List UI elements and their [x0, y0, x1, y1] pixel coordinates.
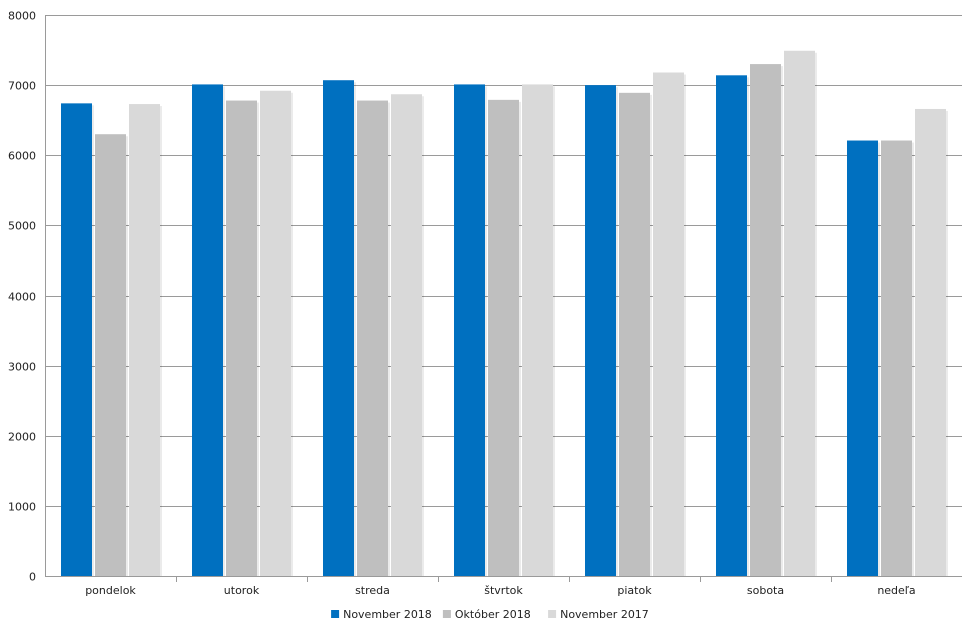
y-tick-label: 5000 — [8, 220, 36, 233]
bar-3-2 — [391, 94, 422, 577]
legend-swatch-3 — [548, 610, 557, 618]
x-tick-label: streda — [355, 584, 390, 597]
bar-1-0 — [61, 103, 92, 577]
y-tick-label: 8000 — [8, 10, 36, 23]
bar-3-5 — [784, 50, 815, 577]
legend: November 2018 Október 2018 November 2017 — [331, 608, 649, 621]
x-tick-label: utorok — [224, 584, 260, 597]
bar-2-5 — [750, 64, 781, 577]
bar-3-0 — [129, 104, 160, 576]
bar-2-4 — [619, 92, 650, 577]
bar-1-2 — [323, 80, 354, 576]
bar-2-0 — [95, 134, 126, 576]
bar-2-6 — [881, 140, 912, 576]
bar-1-5 — [716, 75, 747, 577]
bar-1-4 — [585, 85, 616, 576]
bar-3-4 — [653, 72, 684, 576]
bar-3-6 — [915, 108, 946, 576]
bar-3-3 — [522, 84, 553, 576]
bar-2-3 — [488, 99, 519, 576]
axis-layer: 0 1000 2000 3000 4000 5000 6000 7000 8000 pondelo… — [8, 10, 962, 597]
legend-swatch-1 — [331, 610, 340, 618]
bars-layer — [61, 50, 948, 577]
y-tick-label: 2000 — [8, 431, 36, 444]
y-tick-label: 3000 — [8, 361, 36, 374]
y-tick-label: 7000 — [8, 80, 36, 93]
legend-swatch-2 — [442, 610, 451, 618]
y-tick-label: 4000 — [8, 291, 36, 304]
x-tick-label: nedeľa — [877, 584, 915, 597]
x-tick-label: štvrtok — [484, 584, 523, 597]
x-tick-label: pondelok — [85, 584, 136, 597]
bar-1-6 — [847, 140, 878, 576]
y-tick-label: 1000 — [8, 501, 36, 514]
bar-3-1 — [260, 90, 291, 577]
y-tick-label: 6000 — [8, 150, 36, 163]
bar-2-2 — [357, 100, 388, 577]
legend-label-2: Október 2018 — [455, 608, 531, 621]
legend-label-3: November 2017 — [560, 608, 649, 621]
x-tick-label: piatok — [617, 584, 652, 597]
x-tick-label: sobota — [747, 584, 784, 597]
bar-1-1 — [192, 84, 223, 576]
legend-label-1: November 2018 — [343, 608, 432, 621]
bar-1-3 — [454, 84, 485, 576]
bar-2-1 — [226, 100, 257, 577]
y-tick-label: 0 — [29, 571, 36, 584]
